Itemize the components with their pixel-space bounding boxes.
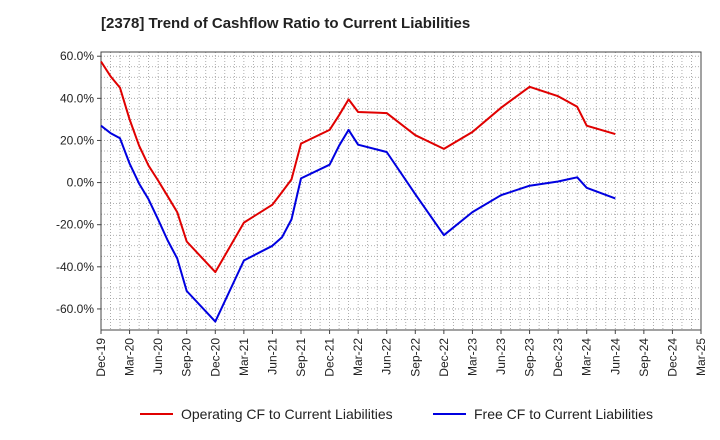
series-layer	[100, 60, 616, 323]
x-tick-label: Dec-20	[208, 338, 222, 377]
y-tick-label: -60.0%	[56, 302, 94, 316]
x-tick-label: Dec-21	[323, 338, 337, 377]
y-tick-label: 40.0%	[60, 91, 94, 105]
x-tick-label: Jun-20	[151, 338, 165, 375]
x-tick-label: Sep-21	[294, 338, 308, 377]
x-tick-label: Sep-24	[637, 338, 651, 377]
y-tick-label: 60.0%	[60, 49, 94, 63]
grid-layer	[100, 52, 702, 330]
legend-label-free-cf: Free CF to Current Liabilities	[474, 406, 653, 422]
x-tick-label: Dec-24	[665, 338, 679, 377]
x-axis: Dec-19 Mar-20 Jun-20 Sep-20 Dec-20 Mar-21 Jun-…	[94, 330, 708, 377]
x-tick-label: Jun-22	[380, 338, 394, 375]
legend: Operating CF to Current Liabilities Free …	[140, 406, 653, 422]
chart-title: [2378] Trend of Cashflow Ratio to Curren…	[101, 15, 471, 32]
legend-label-operating-cf: Operating CF to Current Liabilities	[181, 406, 393, 422]
y-tick-label: 0.0%	[67, 176, 95, 190]
x-tick-label: Mar-20	[123, 338, 137, 376]
operating-cf-line	[100, 60, 616, 274]
x-tick-label: Mar-25	[694, 338, 708, 376]
x-tick-label: Mar-21	[237, 338, 251, 376]
x-tick-label: Dec-22	[437, 338, 451, 377]
free-cf-line	[100, 124, 616, 323]
plot-frame	[100, 51, 702, 331]
y-tick-label: -40.0%	[56, 260, 94, 274]
x-tick-label: Dec-19	[94, 338, 108, 377]
x-tick-label: Mar-24	[580, 338, 594, 376]
x-tick-label: Jun-23	[494, 338, 508, 375]
x-tick-label: Mar-23	[465, 338, 479, 376]
x-tick-label: Jun-24	[608, 338, 622, 375]
x-tick-label: Jun-21	[265, 338, 279, 375]
x-tick-label: Sep-22	[408, 338, 422, 377]
y-tick-label: 20.0%	[60, 133, 94, 147]
y-axis: 60.0% 40.0% 20.0% 0.0% -20.0% -40.0% -60.0%	[56, 49, 101, 316]
x-tick-label: Dec-23	[551, 338, 565, 377]
x-tick-label: Sep-23	[523, 338, 537, 377]
x-tick-label: Mar-22	[351, 338, 365, 376]
y-tick-label: -20.0%	[56, 218, 94, 232]
x-tick-label: Sep-20	[180, 338, 194, 377]
